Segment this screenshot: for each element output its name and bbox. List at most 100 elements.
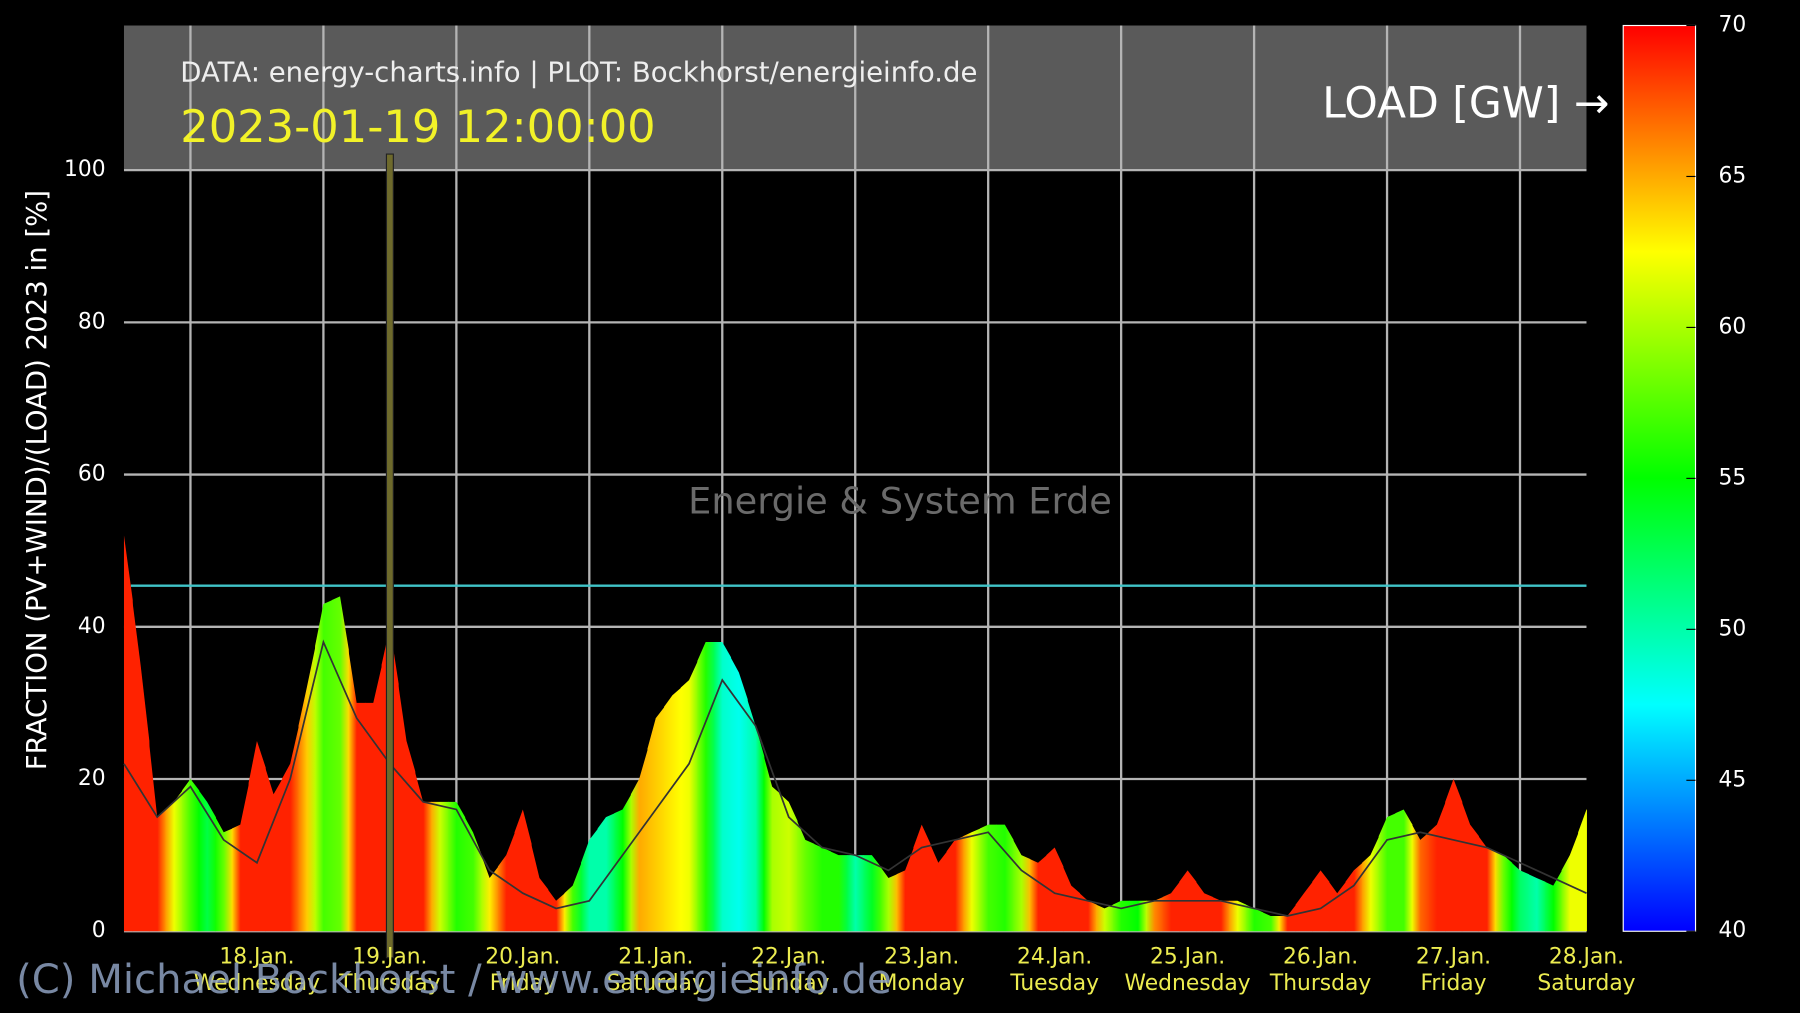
area-segment: [664, 687, 682, 932]
area-segment: [581, 828, 599, 932]
colorbar-tick-label: 55: [1718, 465, 1746, 490]
area-segment: [1129, 900, 1147, 932]
area-segment: [1411, 824, 1430, 932]
area-segment: [1428, 801, 1446, 932]
timestamp: 2023-01-19 12:00:00: [180, 100, 655, 153]
y-tick-label: 60: [78, 462, 106, 487]
area-segment: [1112, 900, 1130, 932]
x-weekday-label: Sunday: [748, 971, 830, 996]
area-segment: [1295, 881, 1313, 932]
area-segment: [747, 699, 765, 932]
area-segment: [1046, 847, 1064, 932]
area-segment: [1162, 881, 1180, 932]
area-segment: [414, 771, 432, 932]
area-segment: [1029, 855, 1047, 932]
area-segment: [963, 828, 981, 932]
area-segment: [547, 889, 565, 932]
x-tick-label: 19.Jan.: [352, 945, 427, 970]
area-segment: [1062, 866, 1081, 932]
area-segment: [1395, 809, 1413, 932]
x-tick-label: 24.Jan.: [1017, 945, 1092, 970]
area-segment: [1146, 896, 1164, 932]
area-segment: [198, 790, 216, 932]
area-segment: [930, 843, 948, 932]
x-tick-label: 28.Jan.: [1549, 945, 1624, 970]
colorbar-tick-label: 60: [1718, 314, 1746, 339]
area-segment: [597, 813, 615, 932]
colorbar-tick-label: 40: [1718, 918, 1746, 943]
x-weekday-label: Saturday: [1537, 971, 1635, 996]
colorbar-tick-label: 70: [1718, 13, 1746, 38]
area-segment: [647, 706, 665, 932]
area-segment: [1279, 904, 1297, 932]
area-segment: [215, 817, 233, 932]
area-segment: [298, 645, 316, 932]
thin-line: [123, 639, 1587, 917]
x-weekday-label: Wednesday: [1125, 971, 1251, 996]
area-segment: [148, 740, 166, 932]
area-segment: [1478, 836, 1496, 932]
area-segment: [1013, 839, 1031, 932]
area-segment: [232, 782, 250, 932]
x-weekday-label: Friday: [490, 971, 556, 996]
area-segment: [1495, 851, 1513, 932]
watermark: Energie & System Erde: [688, 480, 1112, 523]
area-segment: [846, 855, 864, 932]
copyright: (C) Michael Bockhorst / www.energieinfo.…: [16, 957, 892, 1003]
area-segment: [946, 836, 964, 932]
area-segment: [780, 794, 798, 932]
y-tick-label: 80: [78, 309, 106, 334]
area-segment: [564, 862, 582, 932]
area-segment: [132, 600, 150, 932]
area-segment: [531, 843, 549, 932]
area-segment: [331, 596, 349, 932]
x-weekday-label: Tuesday: [1009, 971, 1099, 996]
area-segment: [713, 642, 732, 932]
area-segment: [1195, 881, 1214, 932]
x-tick-label: 18.Jan.: [219, 945, 294, 970]
x-weekday-label: Wednesday: [194, 971, 320, 996]
area-segment: [448, 801, 466, 932]
header-text: DATA: energy-charts.info | PLOT: Bockhor…: [180, 57, 977, 89]
area-segment: [182, 779, 200, 932]
area-segment: [979, 824, 997, 932]
x-weekday-label: Monday: [879, 971, 965, 996]
area-segment: [431, 801, 449, 932]
x-weekday-label: Thursday: [338, 971, 440, 996]
area-segment: [730, 657, 748, 932]
y-tick-label: 20: [78, 766, 106, 791]
area-segment: [248, 740, 266, 932]
x-tick-label: 23.Jan.: [884, 945, 959, 970]
x-weekday-label: Friday: [1420, 971, 1486, 996]
area-segment: [165, 790, 183, 932]
x-weekday-label: Thursday: [1269, 971, 1371, 996]
area-segment: [913, 824, 931, 932]
x-tick-label: 22.Jan.: [751, 945, 826, 970]
area-segment: [1262, 912, 1280, 932]
colorbar: [1622, 24, 1697, 932]
y-tick-label: 100: [64, 157, 106, 182]
area-segment: [1245, 904, 1263, 932]
x-weekday-label: Saturday: [607, 971, 705, 996]
area-segment: [880, 866, 898, 932]
area-segment: [348, 649, 366, 932]
area-segment: [1544, 870, 1563, 932]
y-axis-label: FRACTION (PV+WIND)/(LOAD) 2023 in [%]: [21, 190, 53, 770]
area-segment: [1511, 862, 1529, 932]
area-segment: [1561, 832, 1579, 932]
area-segment: [813, 843, 831, 932]
area-segment: [1378, 813, 1396, 932]
y-tick-label: 0: [92, 918, 106, 943]
area-segment: [1461, 801, 1479, 932]
area-segment: [398, 683, 416, 932]
area-segment: [1312, 870, 1330, 932]
area-segment: [763, 756, 781, 932]
area-segment: [896, 847, 914, 932]
area-segment: [281, 725, 299, 932]
area-segment: [1079, 893, 1097, 932]
area-segment: [1445, 779, 1463, 932]
area-segment: [1212, 896, 1230, 932]
area-segment: [123, 535, 133, 932]
